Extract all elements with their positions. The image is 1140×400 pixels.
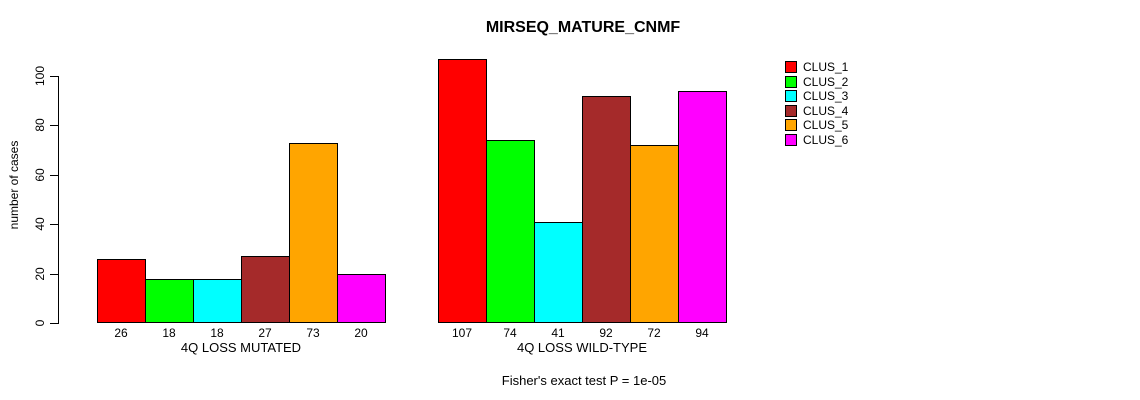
legend-swatch <box>785 90 797 103</box>
bar-value-label: 27 <box>258 326 272 340</box>
y-tick-mark <box>50 323 58 324</box>
category-label: 4Q LOSS WILD-TYPE <box>516 340 648 355</box>
y-tick-mark <box>50 175 58 176</box>
bar-value-label: 18 <box>210 326 224 340</box>
legend-label: CLUS_1 <box>803 60 849 74</box>
y-tick-mark <box>50 224 58 225</box>
y-tick-mark <box>50 125 58 126</box>
bar-value-label: 18 <box>162 326 176 340</box>
bar-value-label: 72 <box>647 326 661 340</box>
bar <box>582 96 631 323</box>
bar <box>145 279 194 323</box>
bar <box>438 59 487 323</box>
legend-swatch <box>785 119 797 132</box>
bar-value-label: 74 <box>503 326 517 340</box>
legend-swatch <box>785 104 797 117</box>
bar-value-label: 73 <box>306 326 320 340</box>
footnote: Fisher's exact test P = 1e-05 <box>501 373 667 388</box>
bar <box>289 143 338 323</box>
y-tick-mark <box>50 274 58 275</box>
y-tick-label: 0 <box>33 319 47 327</box>
y-tick-mark <box>50 76 58 77</box>
y-tick-label: 20 <box>33 267 47 281</box>
bar <box>241 256 290 323</box>
bar-value-label: 26 <box>114 326 128 340</box>
legend-swatch <box>785 61 797 73</box>
legend-label: CLUS_6 <box>803 133 849 147</box>
legend-swatch <box>785 75 797 88</box>
category-label: 4Q LOSS MUTATED <box>180 340 302 355</box>
bar-value-label: 107 <box>451 326 473 340</box>
y-axis-label: number of cases <box>7 140 21 230</box>
y-axis-line <box>58 76 59 324</box>
bar <box>97 259 146 323</box>
y-tick-label: 60 <box>33 168 47 182</box>
legend-swatch <box>785 134 797 146</box>
bar <box>678 91 727 323</box>
bar-value-label: 41 <box>551 326 565 340</box>
bar <box>534 222 583 323</box>
bar-value-label: 94 <box>695 326 709 340</box>
bar-value-label: 92 <box>599 326 613 340</box>
bar-value-label: 20 <box>354 326 368 340</box>
bar <box>193 279 242 323</box>
legend-label: CLUS_3 <box>803 89 849 104</box>
bar <box>630 145 679 323</box>
y-tick-label: 40 <box>33 217 47 231</box>
chart-title: MIRSEQ_MATURE_CNMF <box>485 19 681 36</box>
bar <box>486 140 535 323</box>
legend-label: CLUS_5 <box>803 118 849 133</box>
y-tick-label: 80 <box>33 118 47 132</box>
legend-label: CLUS_2 <box>803 74 849 89</box>
bar <box>337 274 386 323</box>
y-tick-label: 100 <box>33 65 47 87</box>
legend-label: CLUS_4 <box>803 103 849 118</box>
